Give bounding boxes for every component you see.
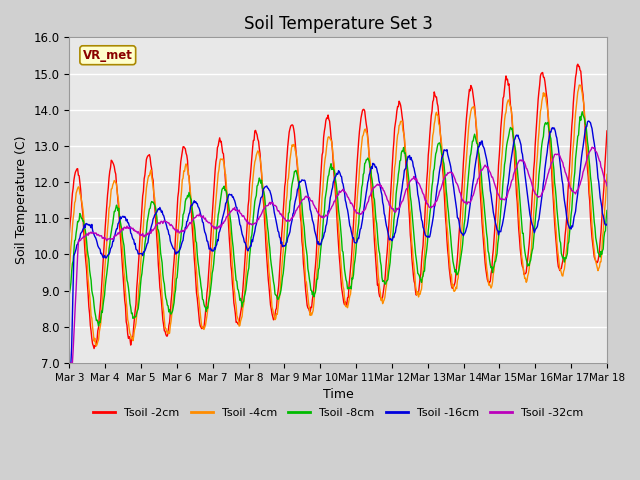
X-axis label: Time: Time bbox=[323, 388, 353, 401]
Legend: Tsoil -2cm, Tsoil -4cm, Tsoil -8cm, Tsoil -16cm, Tsoil -32cm: Tsoil -2cm, Tsoil -4cm, Tsoil -8cm, Tsoi… bbox=[89, 404, 588, 422]
Text: VR_met: VR_met bbox=[83, 49, 132, 62]
Y-axis label: Soil Temperature (C): Soil Temperature (C) bbox=[15, 136, 28, 264]
Title: Soil Temperature Set 3: Soil Temperature Set 3 bbox=[244, 15, 433, 33]
